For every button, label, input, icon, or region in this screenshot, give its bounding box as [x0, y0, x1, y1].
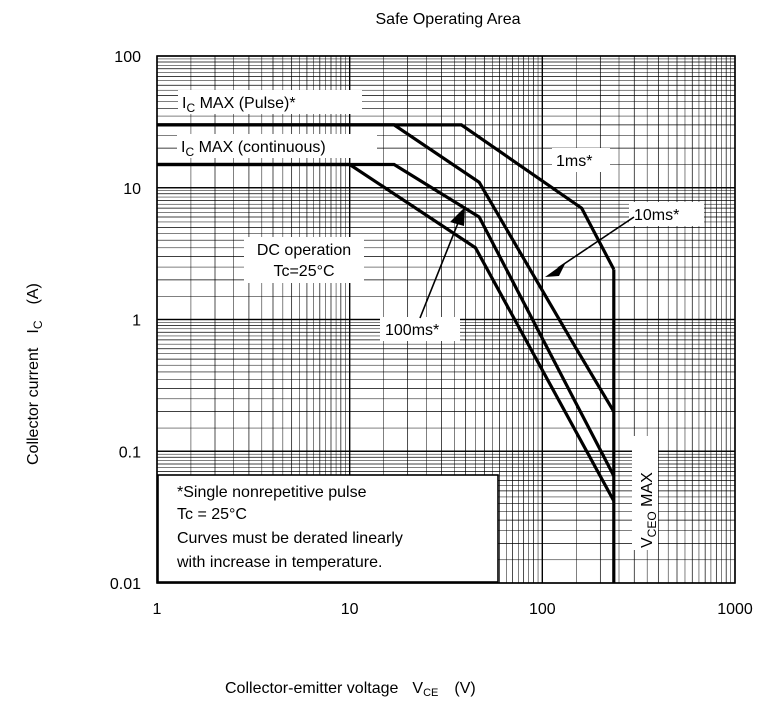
ic-max-cont-rest: MAX (continuous): [194, 139, 326, 156]
dc-operation-line2: Tc=25°C: [273, 263, 334, 280]
note-line-1: *Single nonrepetitive pulse: [177, 484, 367, 501]
arrow-100ms: [419, 217, 461, 319]
arrowhead-10ms: [545, 262, 566, 277]
y-tick-labels: 0.01 0.1 1 10 100: [110, 49, 141, 593]
hundred-ms-label: 100ms*: [380, 317, 460, 341]
ten-ms-label: 10ms*: [629, 202, 704, 226]
x-tick-label: 100: [529, 601, 556, 618]
ic-max-pulse-i: I: [182, 95, 186, 112]
y-tick-label: 0.01: [110, 576, 141, 593]
vceo-sub: CEO: [645, 511, 659, 537]
svg-text:VCEO MAX: VCEO MAX: [639, 472, 659, 548]
x-tick-label: 1: [153, 601, 162, 618]
svg-text:1ms*: 1ms*: [556, 153, 592, 170]
series-line-100ms: [157, 162, 616, 477]
svg-text:10ms*: 10ms*: [634, 207, 679, 224]
x-tick-labels: 1 10 100 1000: [153, 601, 753, 618]
vceo-max-label: VCEO MAX: [632, 436, 659, 550]
dc-operation-label: DC operation Tc=25°C: [244, 237, 364, 283]
dc-operation-line1: DC operation: [257, 242, 351, 259]
x-axis-label-text: Collector-emitter voltage: [225, 680, 399, 697]
svg-text:IC MAX (Pulse)*: IC MAX (Pulse)*: [182, 95, 296, 115]
x-axis-label: Collector-emitter voltage VCE (V): [225, 680, 476, 699]
note-line-4: with increase in temperature.: [176, 554, 382, 571]
svg-text:100ms*: 100ms*: [385, 322, 439, 339]
y-axis-subscript: C: [31, 320, 45, 329]
series-lines: [157, 123, 616, 583]
ic-max-pulse-rest: MAX (Pulse)*: [195, 95, 295, 112]
x-axis-symbol: V: [412, 680, 423, 697]
ic-max-cont-i: I: [181, 139, 185, 156]
y-axis-label: Collector current IC (A): [25, 283, 45, 465]
note-box: *Single nonrepetitive pulse Tc = 25°C Cu…: [157, 474, 499, 583]
one-ms-label: 1ms*: [552, 148, 610, 172]
y-tick-label: 0.1: [119, 444, 141, 461]
y-tick-label: 1: [132, 313, 141, 330]
y-axis-label-text: Collector current: [25, 347, 42, 465]
arrow-10ms: [557, 216, 635, 269]
x-axis-subscript: CE: [423, 687, 438, 699]
svg-text:IC MAX (continuous): IC MAX (continuous): [181, 139, 326, 159]
arrowhead-100ms: [450, 207, 465, 226]
x-tick-label: 1000: [717, 601, 753, 618]
series-line-10ms: [157, 123, 616, 413]
ic-max-pulse-sub: C: [186, 101, 195, 115]
x-axis-unit: (V): [454, 680, 475, 697]
ic-max-pulse-label: IC MAX (Pulse)*: [178, 90, 362, 115]
x-tick-label: 10: [341, 601, 359, 618]
y-axis-symbol: I: [25, 329, 42, 333]
y-tick-label: 10: [123, 181, 141, 198]
ic-max-continuous-label: IC MAX (continuous): [177, 134, 377, 159]
vceo-rest: MAX: [639, 472, 656, 511]
plot-frame: [156, 55, 736, 584]
chart-title: Safe Operating Area: [376, 11, 521, 28]
series-line-1ms: [157, 123, 616, 271]
note-line-3: Curves must be derated linearly: [177, 530, 403, 547]
y-axis-unit: (A): [25, 283, 42, 304]
note-line-2: Tc = 25°C: [177, 506, 247, 523]
y-tick-label: 100: [114, 49, 141, 66]
arrows: [419, 207, 635, 319]
vceo-v: V: [639, 537, 656, 548]
ic-max-cont-sub: C: [185, 145, 194, 159]
